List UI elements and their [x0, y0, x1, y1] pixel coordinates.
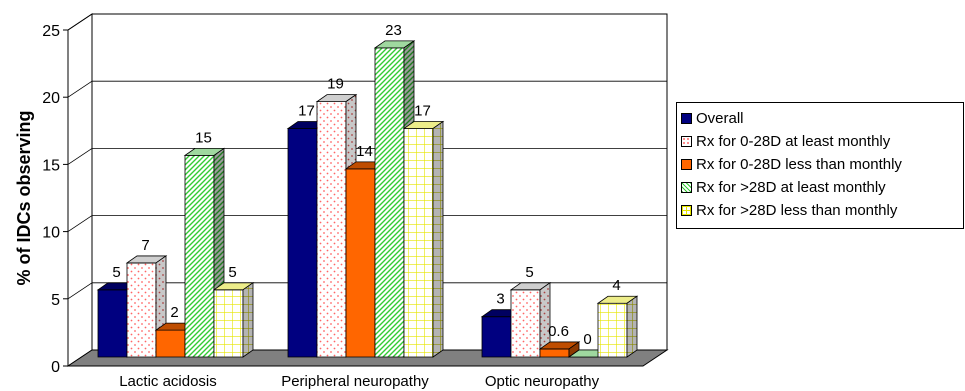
y-tick-label: 15	[42, 157, 60, 174]
legend-swatch-orange	[681, 159, 692, 170]
bars	[96, 40, 639, 358]
gridline-side	[67, 282, 93, 300]
legend-label: Overall	[696, 110, 744, 127]
gridline-side	[67, 80, 93, 98]
legend-label: Rx for 0-28D at least monthly	[696, 133, 891, 150]
data-labels: 5 7 2 15 5 17 19 14 23 17 3 5 0.6 0 4	[112, 22, 620, 348]
bar-front	[510, 289, 541, 358]
legend-item-overall: Overall	[681, 107, 963, 130]
y-tick-label: 10	[42, 225, 60, 242]
data-label: 0.6	[548, 323, 569, 340]
data-label: 15	[195, 129, 212, 146]
y-tick-label: 25	[42, 23, 60, 40]
bar-front	[126, 262, 157, 358]
data-label: 2	[170, 304, 178, 321]
legend-swatch-diagonal	[681, 182, 692, 193]
data-label: 23	[385, 22, 402, 39]
bar-front	[316, 101, 347, 358]
category-label-lactic-acidosis: Lactic acidosis	[119, 373, 217, 390]
bar-front	[155, 329, 186, 358]
data-label: 5	[525, 264, 533, 281]
gridline-side	[67, 148, 93, 165]
legend-item-0-28d-less-than-monthly: Rx for 0-28D less than monthly	[681, 153, 963, 176]
bar-side	[242, 282, 254, 358]
y-tick-label: 0	[51, 359, 60, 376]
legend-label: Rx for 0-28D less than monthly	[696, 156, 902, 173]
data-label: 14	[356, 143, 373, 160]
legend-swatch-grid	[681, 205, 692, 216]
y-tick-label: 20	[42, 90, 60, 107]
legend-swatch-dots	[681, 136, 692, 147]
data-label: 3	[496, 291, 504, 308]
bar-front	[287, 128, 318, 358]
data-label: 7	[141, 237, 149, 254]
bar-front	[184, 154, 215, 358]
gridline-side	[67, 215, 93, 232]
bar-front	[597, 302, 628, 358]
data-label: 5	[228, 264, 236, 281]
bar-front	[403, 128, 434, 358]
category-label-optic-neuropathy: Optic neuropathy	[485, 373, 600, 390]
bar-front	[374, 47, 405, 358]
bar-front	[481, 316, 512, 358]
legend-swatch-overall	[681, 113, 692, 124]
y-axis-title: % of IDCs observing	[14, 110, 34, 285]
left-wall	[67, 13, 93, 367]
data-label: 17	[414, 103, 431, 120]
legend: Overall Rx for 0-28D at least monthly Rx…	[676, 102, 964, 229]
legend-item-0-28d-at-least-monthly: Rx for 0-28D at least monthly	[681, 130, 963, 153]
bar-front	[97, 289, 128, 358]
bar-front	[539, 348, 570, 358]
legend-label: Rx for >28D at least monthly	[696, 179, 886, 196]
data-label: 5	[112, 264, 120, 281]
bar-side	[432, 120, 444, 358]
legend-item-28d-less-than-monthly: Rx for >28D less than monthly	[681, 199, 963, 222]
y-axis-ticks: 0 5 10 15 20 25	[42, 23, 68, 376]
gridline-side	[67, 13, 93, 31]
data-label: 0	[583, 331, 591, 348]
y-tick-label: 5	[51, 292, 60, 309]
category-label-peripheral-neuropathy: Peripheral neuropathy	[281, 373, 429, 390]
data-label: 17	[298, 103, 315, 120]
data-label: 19	[327, 76, 344, 93]
data-label: 4	[612, 277, 620, 294]
legend-item-28d-at-least-monthly: Rx for >28D at least monthly	[681, 176, 963, 199]
bar-side	[626, 295, 638, 358]
bar-front	[213, 289, 244, 358]
legend-label: Rx for >28D less than monthly	[696, 202, 898, 219]
bar-front	[345, 168, 376, 358]
